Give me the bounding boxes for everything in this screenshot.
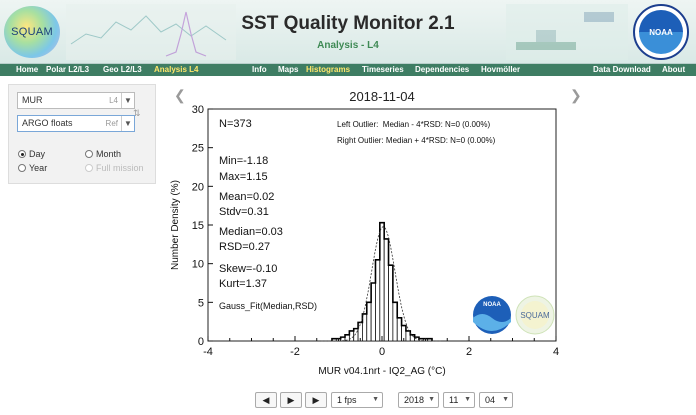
swap-arrows-icon[interactable]: ⇅: [133, 108, 141, 118]
x-tick-label: 4: [553, 346, 559, 358]
radio-full-mission-label: Full mission: [96, 163, 144, 173]
nav-about[interactable]: About: [662, 65, 686, 74]
radio-year-label: Year: [29, 163, 48, 173]
month-select[interactable]: 11 ▼: [443, 392, 475, 408]
y-tick-label: 10: [192, 259, 204, 271]
nav-histograms[interactable]: Histograms: [306, 65, 351, 74]
noaa-watermark: NOAA: [473, 296, 511, 334]
prev-frame-icon: ◀: [262, 395, 270, 405]
radio-month[interactable]: Month: [85, 149, 121, 159]
nav-timeseries[interactable]: Timeseries: [362, 65, 404, 74]
stat-median: Median=0.03: [219, 226, 283, 238]
fps-value: 1 fps: [337, 395, 357, 405]
nav-hovmoller[interactable]: Hovmöller: [481, 65, 521, 74]
day-value: 04: [485, 395, 496, 405]
noaa-logo-text: NOAA: [649, 27, 673, 37]
right-outlier-note: Right Outlier: Median + 4*RSD: N=0 (0.00…: [337, 136, 496, 145]
chevron-down-icon: ▼: [121, 93, 134, 108]
next-date-arrow-icon[interactable]: ❯: [570, 87, 582, 103]
radio-month-label: Month: [96, 149, 122, 159]
product-select-value: MUR: [22, 95, 43, 105]
stat-min: Min=-1.18: [219, 155, 268, 167]
nav-home[interactable]: Home: [16, 65, 39, 74]
page-subtitle: Analysis - L4: [317, 40, 379, 51]
reference-tag: Ref: [105, 119, 118, 128]
squam-logo-text: SQUAM: [11, 26, 53, 38]
noaa-watermark-text: NOAA: [483, 302, 501, 308]
chevron-down-icon: ▼: [372, 396, 379, 403]
radio-full-mission: Full mission: [85, 163, 144, 173]
nav-bar: Home Polar L2/L3 Geo L2/L3 Analysis L4 I…: [0, 64, 696, 76]
x-axis-label: MUR v04.1nrt - IQ2_AG (°C): [318, 366, 445, 377]
y-tick-label: 0: [198, 336, 204, 348]
y-tick-label: 25: [192, 143, 204, 155]
y-tick-label: 30: [192, 104, 204, 116]
left-outlier-note: Left Outlier: Median - 4*RSD: N=0 (0.00%…: [337, 120, 491, 129]
radio-dot-icon: [18, 164, 26, 172]
nav-data-download[interactable]: Data Download: [593, 65, 651, 74]
radio-day-label: Day: [29, 149, 46, 159]
reference-select[interactable]: ARGO floats Ref ▼: [17, 115, 135, 132]
reference-select-value: ARGO floats: [22, 118, 73, 128]
fps-select[interactable]: 1 fps ▼: [331, 392, 383, 408]
next-frame-button[interactable]: ▶: [305, 392, 327, 408]
y-tick-label: 20: [192, 181, 204, 193]
histogram-outline: [331, 221, 433, 341]
prev-date-arrow-icon[interactable]: ❮: [174, 87, 186, 103]
ship-satellite-decoration-icon: [506, 4, 628, 60]
stat-rsd: RSD=0.27: [219, 241, 270, 253]
radio-dot-icon: [85, 150, 93, 158]
year-value: 2018: [404, 395, 425, 405]
nav-dependencies[interactable]: Dependencies: [415, 65, 470, 74]
product-level: L4: [109, 96, 118, 105]
chevron-down-icon: ▼: [121, 116, 134, 131]
nav-polar-l2l3[interactable]: Polar L2/L3: [46, 65, 90, 74]
noaa-logo[interactable]: NOAA: [633, 4, 689, 60]
x-tick-label: 2: [466, 346, 472, 358]
stat-gauss-fit: Gauss_Fit(Median,RSD): [219, 301, 317, 311]
chevron-down-icon: ▼: [502, 396, 509, 403]
y-axis-label: Number Density (%): [170, 180, 181, 270]
chevron-down-icon: ▼: [428, 396, 435, 403]
x-tick-label: 0: [379, 346, 385, 358]
radio-dot-icon: [85, 164, 93, 172]
nav-analysis-l4[interactable]: Analysis L4: [154, 65, 199, 74]
squam-watermark: SQUAM: [515, 295, 555, 335]
chevron-down-icon: ▼: [464, 396, 471, 403]
radio-dot-icon: [18, 150, 26, 158]
day-select[interactable]: 04 ▼: [479, 392, 513, 408]
nav-geo-l2l3[interactable]: Geo L2/L3: [103, 65, 142, 74]
stat-skew: Skew=-0.10: [219, 263, 277, 275]
x-tick-label: -4: [203, 346, 213, 358]
stat-kurt: Kurt=1.37: [219, 278, 267, 290]
nav-info[interactable]: Info: [252, 65, 267, 74]
page-title: SST Quality Monitor 2.1: [241, 13, 455, 34]
header-banner: SQUAM SST Quality Monitor 2.1 Analysis -…: [0, 0, 696, 64]
x-tick-label: -2: [290, 346, 300, 358]
stat-mean: Mean=0.02: [219, 191, 274, 203]
radio-year[interactable]: Year: [18, 163, 47, 173]
play-icon: ▶: [287, 395, 295, 405]
y-tick-label: 5: [198, 297, 204, 309]
squam-watermark-text: SQUAM: [520, 311, 550, 320]
gauss-fit-curve: [321, 226, 442, 342]
stat-stdv: Stdv=0.31: [219, 206, 269, 218]
chart-date-title: 2018-11-04: [349, 89, 415, 104]
stat-n: N=373: [219, 118, 252, 130]
year-select[interactable]: 2018 ▼: [398, 392, 439, 408]
y-tick-label: 15: [192, 220, 204, 232]
squam-logo[interactable]: SQUAM: [4, 6, 60, 58]
nav-maps[interactable]: Maps: [278, 65, 299, 74]
product-select[interactable]: MUR L4 ▼: [17, 92, 135, 109]
prev-frame-button[interactable]: ◀: [255, 392, 277, 408]
play-button[interactable]: ▶: [280, 392, 302, 408]
next-frame-icon: ▶: [312, 395, 320, 405]
radio-day[interactable]: Day: [18, 149, 45, 159]
month-value: 11: [449, 395, 459, 405]
histogram-decoration-icon: [66, 4, 236, 60]
stat-max: Max=1.15: [219, 171, 268, 183]
noaa-logo-inner: NOAA: [639, 10, 683, 54]
